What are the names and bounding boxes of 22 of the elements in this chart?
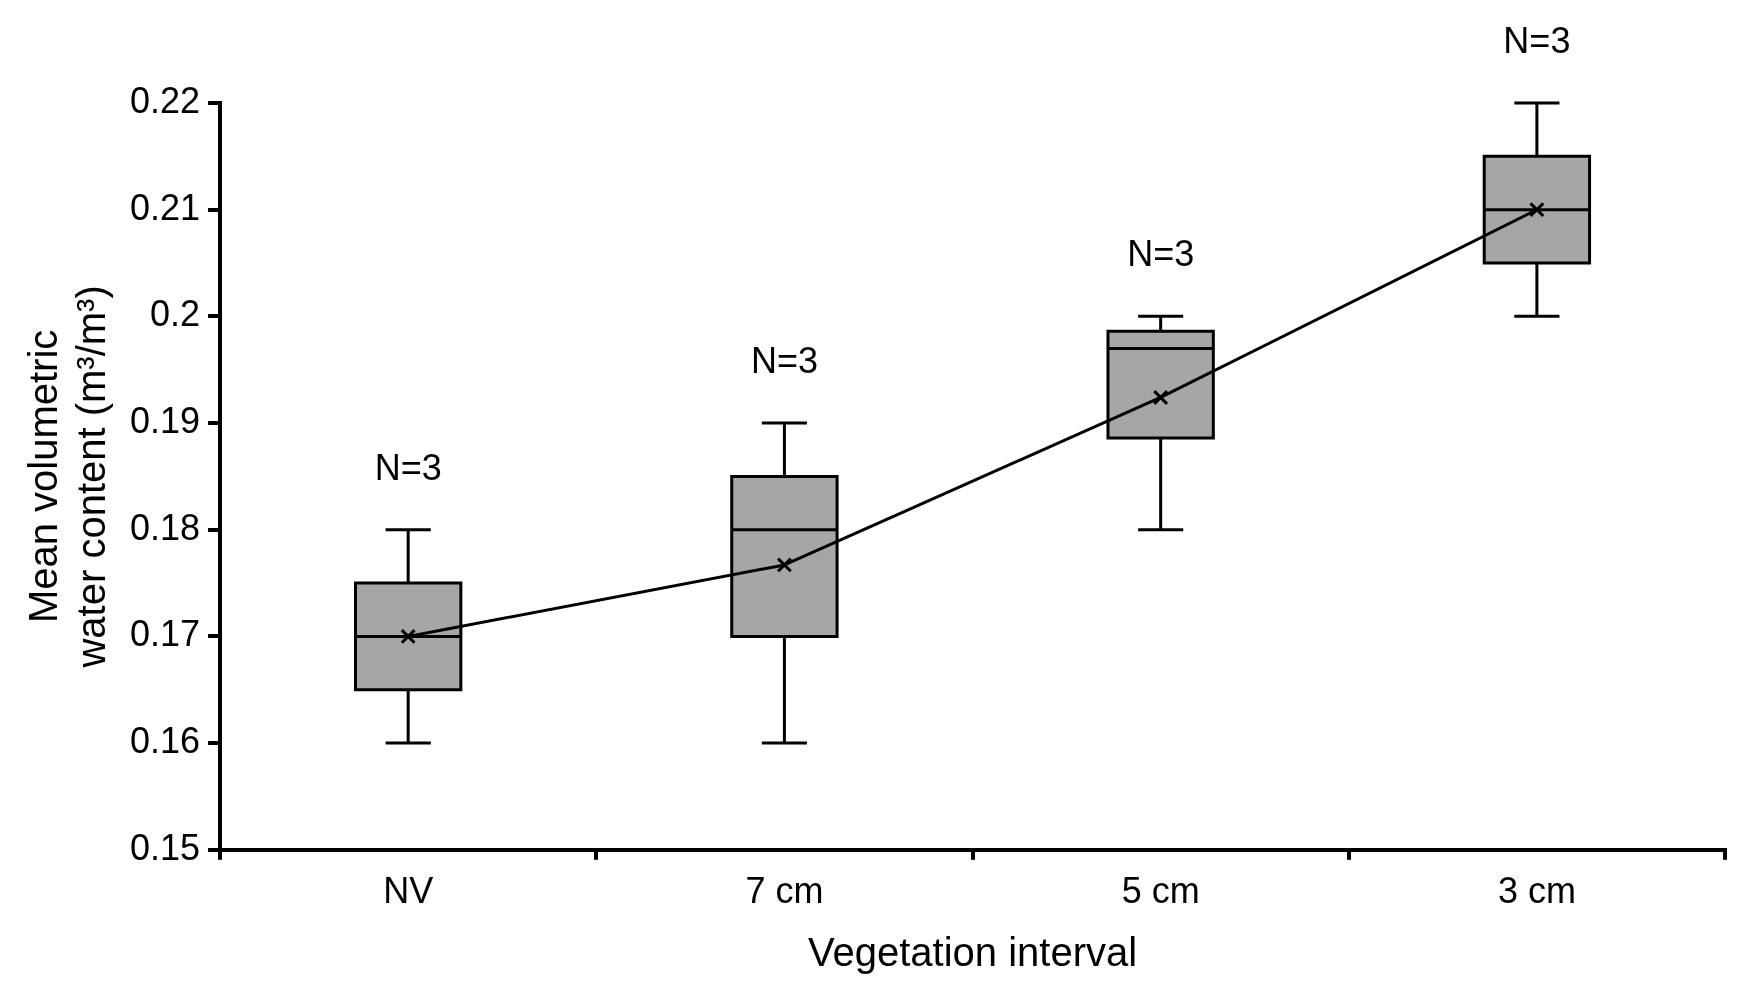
y-tick-label: 0.21 (129, 186, 201, 228)
x-tick-label: 3 cm (1497, 870, 1576, 912)
point (776, 557, 793, 573)
text: N=3 (1503, 19, 1571, 61)
annotation: N=3 (374, 446, 442, 488)
y-tick-label: 0.2 (150, 293, 201, 335)
x-tick-label: 5 cm (1121, 870, 1200, 912)
y-tick-label: 0.22 (129, 79, 201, 121)
x-axis-title: Vegetation interval (807, 930, 1138, 975)
x-tick-label: 7 cm (745, 870, 824, 912)
point (1152, 389, 1169, 406)
point (1529, 201, 1545, 218)
y-tick-label: 0.19 (129, 399, 201, 441)
x-tick-label: NV (383, 870, 434, 912)
point (400, 628, 417, 645)
annotation: N=3 (1127, 233, 1195, 275)
annotation: N=3 (750, 339, 818, 381)
y-tick-label: 0.18 (129, 506, 201, 548)
y-tick-label: 0.17 (129, 613, 201, 655)
y-tick-label: 0.15 (129, 826, 201, 868)
y-tick-label: 0.16 (129, 720, 201, 762)
y-axis-title: Mean volumetric water content (m³/m³) (21, 285, 114, 669)
